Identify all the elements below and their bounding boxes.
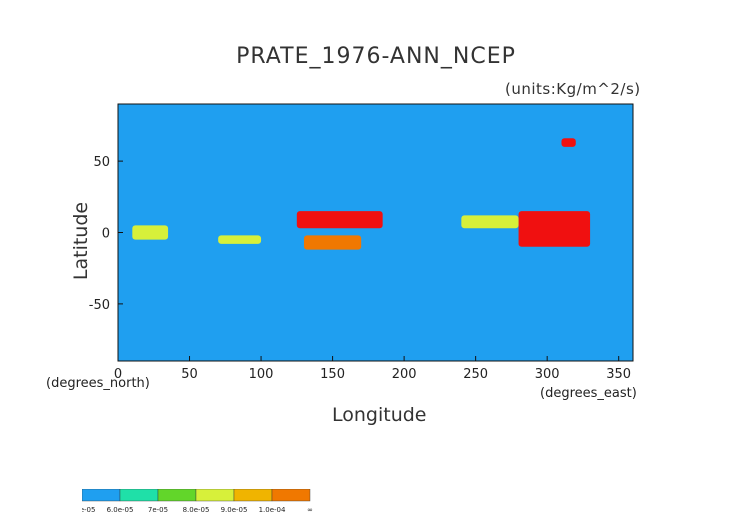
y-tick-label: 0 bbox=[102, 227, 110, 242]
x-tick-label: 50 bbox=[181, 367, 198, 382]
colorbar-label: 7e-05 bbox=[148, 506, 168, 514]
x-tick-label: 100 bbox=[249, 367, 274, 382]
x-tick-label: 150 bbox=[320, 367, 345, 382]
colorbar-swatch bbox=[119, 489, 159, 502]
colorbar-swatch bbox=[82, 489, 121, 502]
x-tick-label: 250 bbox=[463, 367, 488, 382]
x-axis-label: Longitude bbox=[332, 404, 427, 426]
precip-region-2 bbox=[303, 235, 362, 250]
axis-ticks: 0 50 100 150 200 250 300 350 -50 0 50 bbox=[89, 155, 631, 382]
y-tick-label: -50 bbox=[89, 298, 110, 313]
colorbar-label: 8.0e-05 bbox=[183, 506, 210, 514]
units-label: (units:Kg/m^2/s) bbox=[505, 80, 641, 98]
plot-frame bbox=[117, 103, 634, 362]
colorbar-label: 6.0e-05 bbox=[107, 506, 134, 514]
colorbar-swatch bbox=[233, 489, 273, 502]
colorbar-swatch bbox=[195, 489, 235, 502]
colorbar-label: ∞ bbox=[307, 506, 313, 514]
x-tick-label: 200 bbox=[392, 367, 417, 382]
colorbar-label: 9.0e-05 bbox=[221, 506, 248, 514]
colorbar-label: 1.0e-04 bbox=[259, 506, 286, 514]
precip-region-6 bbox=[561, 138, 576, 147]
precip-region-0 bbox=[518, 211, 591, 247]
y-units-label: (degrees_north) bbox=[46, 376, 150, 391]
colorbar-label: 5.0e-05 bbox=[82, 506, 95, 514]
colorbar: 5.0e-05 6.0e-05 7e-05 8.0e-05 9.0e-05 1.0e-04… bbox=[82, 489, 313, 514]
x-tick-label: 300 bbox=[535, 367, 560, 382]
x-tick-label: 0 bbox=[114, 367, 122, 382]
colorbar-swatch bbox=[157, 489, 197, 502]
x-units-label: (degrees_east) bbox=[540, 386, 637, 401]
x-tick-label: 350 bbox=[606, 367, 631, 382]
chart-title: PRATE_1976-ANN_NCEP bbox=[236, 44, 516, 69]
precip-region-4 bbox=[218, 235, 262, 244]
y-axis-label: Latitude bbox=[70, 201, 93, 281]
precip-map bbox=[118, 104, 633, 361]
precip-region-3 bbox=[461, 215, 519, 229]
colorbar-swatch bbox=[271, 489, 311, 502]
y-tick-label: 50 bbox=[93, 155, 110, 170]
precip-region-1 bbox=[296, 211, 383, 229]
precip-region-5 bbox=[132, 225, 169, 240]
